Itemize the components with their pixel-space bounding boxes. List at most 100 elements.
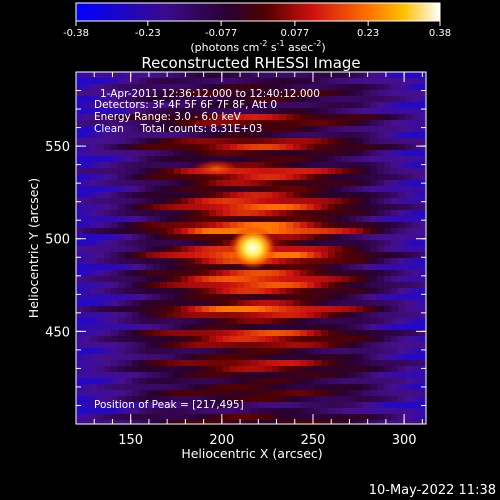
chart-title: Reconstructed RHESSI Image [141,54,360,72]
heatmap-cell [286,108,294,115]
heatmap-cell [251,144,259,151]
heatmap-cell [272,222,280,229]
heatmap-cell [146,348,154,355]
heatmap-cell [342,216,350,223]
heatmap-cell [293,108,301,115]
heatmap-cell [76,78,84,85]
heatmap-cell [335,348,343,355]
heatmap-cell [279,354,287,361]
heatmap-cell [146,216,154,223]
heatmap-cell [118,150,126,157]
heatmap-cell [146,150,154,157]
heatmap-cell [279,108,287,115]
heatmap-cell [272,378,280,385]
heatmap-cell [188,330,196,337]
heatmap-cell [223,270,231,277]
heatmap-cell [160,300,168,307]
heatmap-cell [181,222,189,229]
heatmap-cell [314,108,322,115]
heatmap-cell [258,132,266,139]
heatmap-cell [321,198,329,205]
heatmap-cell [202,414,210,421]
heatmap-cell [111,72,119,79]
heatmap-cell [160,336,168,343]
heatmap-cell [195,312,203,319]
heatmap-cell [412,414,420,421]
heatmap-cell [216,408,224,415]
heatmap-cell [258,180,266,187]
heatmap-cell [286,102,294,109]
heatmap-cell [328,168,336,175]
heatmap-cell [132,156,140,163]
heatmap-cell [230,396,238,403]
heatmap-cell [244,102,252,109]
heatmap-cell [377,156,385,163]
heatmap-cell [363,324,371,331]
heatmap-cell [202,186,210,193]
heatmap-cell [160,342,168,349]
heatmap-cell [139,420,147,424]
heatmap-cell [272,300,280,307]
heatmap-cell [349,324,357,331]
heatmap-cell [321,240,329,247]
heatmap-cell [314,384,322,391]
heatmap-cell [363,216,371,223]
heatmap-cell [76,186,84,193]
heatmap-cell [202,222,210,229]
heatmap-cell [202,84,210,91]
heatmap-cell [279,414,287,421]
heatmap-cell [342,156,350,163]
heatmap-cell [405,414,413,421]
heatmap-cell [216,198,224,205]
heatmap-cell [216,258,224,265]
heatmap-cell [125,180,133,187]
heatmap-cell [349,216,357,223]
heatmap-cell [223,90,231,97]
heatmap-cell [321,228,329,235]
heatmap-cell [76,156,84,163]
plot-annotations: 1-Apr-2011 12:36:12.000 to 12:40:12.000 … [94,88,320,411]
heatmap-cell [314,360,322,367]
heatmap-cell [391,216,399,223]
heatmap-cell [90,258,98,265]
heatmap-cell [314,228,322,235]
heatmap-cell [139,102,147,109]
heatmap-cell [181,282,189,289]
heatmap-cell [83,348,91,355]
heatmap-cell [223,336,231,343]
heatmap-cell [286,294,294,301]
heatmap-cell [209,348,217,355]
heatmap-cell [209,144,217,151]
heatmap-cell [125,156,133,163]
heatmap-cell [125,84,133,91]
heatmap-cell [83,384,91,391]
heatmap-cell [349,294,357,301]
heatmap-cell [293,162,301,169]
heatmap-cell [412,96,420,103]
heatmap-cell [293,186,301,193]
heatmap-cell [90,192,98,199]
heatmap-cell [321,78,329,85]
heatmap-cell [83,246,91,253]
heatmap-cell [160,330,168,337]
heatmap-cell [153,366,161,373]
heatmap-cell [230,222,238,229]
heatmap-cell [118,120,126,127]
heatmap-cell [300,402,308,409]
heatmap-cell [153,294,161,301]
heatmap-cell [265,276,273,283]
heatmap-cell [272,276,280,283]
heatmap-cell [265,360,273,367]
heatmap-cell [370,300,378,307]
heatmap-cell [223,420,231,424]
heatmap-cell [272,324,280,331]
heatmap-cell [356,354,364,361]
heatmap-cell [279,168,287,175]
heatmap-cell [223,348,231,355]
heatmap-cell [321,102,329,109]
heatmap-cell [363,132,371,139]
heatmap-cell [391,90,399,97]
heatmap-cell [419,348,426,355]
heatmap-cell [363,186,371,193]
heatmap-cell [328,258,336,265]
